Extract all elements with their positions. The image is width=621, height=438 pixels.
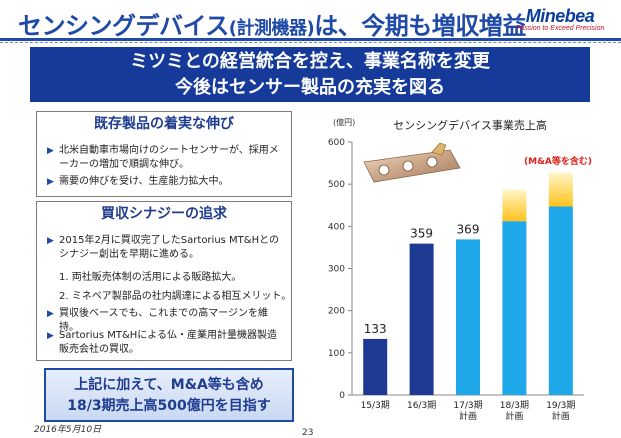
goal-line-2: 18/3期売上高500億円を目指す <box>67 398 271 414</box>
x-tick-label: 15/3期 <box>361 400 390 411</box>
chart-unit-label: (億円) <box>333 118 356 127</box>
bar <box>363 338 388 395</box>
triangle-bullet-icon: ▶ <box>47 177 54 187</box>
x-tick-label: 17/3期 <box>453 400 482 411</box>
footer-date: 2016年5月10日 <box>34 425 102 435</box>
headline-banner: ミツミとの経営統合を控え、事業名称を変更 今後はセンサー製品の充実を図る <box>30 47 590 102</box>
y-tick-label: 400 <box>328 222 345 232</box>
title-rule <box>0 38 621 41</box>
sub-item: 1. 両社販売体制の活用による販路拡大。 <box>59 272 242 283</box>
ma-annotation-label: (M&A等を含む) <box>524 155 592 167</box>
triangle-bullet-icon: ▶ <box>47 331 54 341</box>
banner-line-1: ミツミとの経営統合を控え、事業名称を変更 <box>130 51 490 72</box>
x-tick-label: 計画 <box>459 410 477 422</box>
bar <box>456 239 480 395</box>
bar <box>502 221 527 395</box>
section-synergy-heading: 買収シナジーの追求 <box>101 206 227 222</box>
section-existing-products: 既存製品の着実な伸び ▶ 北米自動車市場向けのシートセンサーが、採用メーカーの増… <box>36 111 292 197</box>
y-tick-label: 500 <box>328 180 345 190</box>
triangle-bullet-icon: ▶ <box>47 146 54 156</box>
x-tick-label: 16/3期 <box>407 400 436 411</box>
page-title-tail: は、今期も増収増益 <box>314 12 526 40</box>
page-title: センシングデバイス(計測機器)は、今期も増収増益 <box>18 6 526 41</box>
x-tick-label: 計画 <box>552 410 570 422</box>
page-title-main: センシングデバイス <box>18 12 229 40</box>
sales-bar-chart: 0 100 200 300 400 500 600 133 15/3期 359 16/3期 369 17… <box>328 138 592 422</box>
section-acquisition-synergy: 買収シナジーの追求 ▶ 2015年2月に買収完了したSartorius MT&H… <box>36 201 292 361</box>
y-tick-label: 600 <box>328 138 345 148</box>
page-number: 23 <box>302 428 314 438</box>
sub-item: 2. ミネベア製部品の社内調達による相互メリット。 <box>59 291 292 302</box>
y-tick-label: 300 <box>328 265 345 275</box>
triangle-bullet-icon: ▶ <box>47 309 54 319</box>
bar-value-label: 359 <box>410 227 433 241</box>
goal-line-1: 上記に加えて、M&A等も含め <box>74 377 264 393</box>
y-tick-label: 200 <box>328 307 345 317</box>
chart-title: センシングデバイス事業売上高 <box>393 119 547 132</box>
company-logo: Minebea Passion to Exceed Precision <box>506 6 614 32</box>
section-existing-heading: 既存製品の着実な伸び <box>94 116 234 132</box>
logo-tagline: Passion to Exceed Precision <box>515 25 605 32</box>
bar <box>548 206 573 395</box>
logo-brand: Minebea <box>525 6 595 26</box>
y-tick-label: 100 <box>328 349 345 359</box>
bar-value-label: 133 <box>364 322 387 336</box>
bar-value-label: 369 <box>457 222 480 236</box>
sales-goal-box: 上記に加えて、M&A等も含め 18/3期売上高500億円を目指す <box>44 368 294 422</box>
x-tick-label: 19/3期 <box>546 400 575 411</box>
seat-sensor-product-image <box>356 140 466 190</box>
x-tick-label: 計画 <box>505 410 523 422</box>
title-dash-rule <box>0 42 621 43</box>
bar <box>409 243 434 395</box>
bar-ma-extension <box>548 172 573 207</box>
page-title-paren: (計測機器) <box>228 18 315 39</box>
chart-plot-area: 0 100 200 300 400 500 600 133 15/3期 359 16/3期 369 17… <box>328 138 592 422</box>
triangle-bullet-icon: ▶ <box>47 236 54 246</box>
y-tick-label: 0 <box>339 391 345 401</box>
bar-ma-extension <box>502 189 527 222</box>
banner-line-2: 今後はセンサー製品の充実を図る <box>175 77 445 98</box>
x-tick-label: 18/3期 <box>500 400 529 411</box>
